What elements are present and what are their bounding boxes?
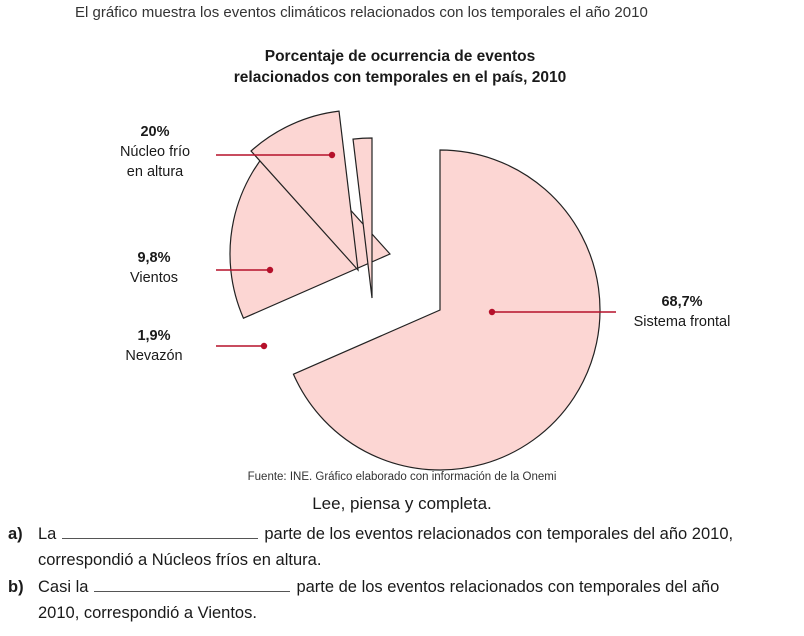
chart-title-line-2: relacionados con temporales en el país, … bbox=[233, 69, 567, 86]
leader-dot-vientos bbox=[266, 266, 274, 274]
label-nevazon: 1,9% Nevazón bbox=[112, 326, 196, 366]
answer-blank-a[interactable] bbox=[62, 524, 259, 539]
question-b: b) Casi la parte de los eventos relacionad… bbox=[8, 574, 719, 626]
question-b-after: parte de los eventos relacionados con te… bbox=[296, 578, 720, 596]
question-a-after: parte de los eventos relacionados con te… bbox=[264, 525, 734, 543]
slice-vientos bbox=[250, 110, 359, 272]
slice-name-nucleo-frio-2: en altura bbox=[126, 164, 184, 180]
slice-name-vientos: Vientos bbox=[129, 270, 179, 286]
label-vientos: 9,8% Vientos bbox=[112, 248, 196, 288]
chart-title: Porcentaje de ocurrencia de eventos rela… bbox=[200, 46, 600, 88]
slice-nevazon bbox=[352, 137, 373, 299]
question-a: a) La parte de los eventos relacionados co… bbox=[8, 521, 733, 573]
question-a-line2: correspondió a Núcleos fríos en altura. bbox=[38, 551, 322, 569]
value-label-vientos: 9,8% bbox=[137, 250, 171, 266]
value-label-nevazon: 1,9% bbox=[137, 328, 171, 344]
intro-text: El gráfico muestra los eventos climático… bbox=[75, 4, 648, 21]
question-b-letter: b) bbox=[8, 578, 24, 596]
slice-name-nevazon: Nevazón bbox=[125, 348, 183, 364]
label-sistema-frontal: 68,7% Sistema frontal bbox=[620, 292, 744, 332]
value-label-nucleo-frio: 20% bbox=[140, 124, 170, 140]
label-nucleo-frio: 20% Núcleo frío en altura bbox=[102, 122, 208, 182]
source-note: Fuente: INE. Gráfico elaborado con infor… bbox=[247, 471, 557, 483]
chart-title-line-1: Porcentaje de ocurrencia de eventos bbox=[264, 48, 536, 65]
slice-sistema-frontal bbox=[292, 149, 601, 471]
prompt-text: Lee, piensa y completa. bbox=[312, 494, 492, 513]
leader-dot-nucleo-frio bbox=[328, 151, 336, 159]
value-label-sistema-frontal: 68,7% bbox=[661, 294, 703, 310]
question-b-before: Casi la bbox=[38, 578, 89, 596]
leader-dot-sistema-frontal bbox=[488, 308, 496, 316]
question-a-letter: a) bbox=[8, 525, 23, 543]
slice-name-sistema-frontal: Sistema frontal bbox=[633, 314, 731, 330]
answer-blank-b[interactable] bbox=[94, 577, 291, 592]
slice-name-nucleo-frio-1: Núcleo frío bbox=[119, 144, 191, 160]
leader-dot-nevazon bbox=[260, 342, 268, 350]
question-b-line2: 2010, correspondió a Vientos. bbox=[38, 604, 257, 622]
question-a-before: La bbox=[38, 525, 57, 543]
